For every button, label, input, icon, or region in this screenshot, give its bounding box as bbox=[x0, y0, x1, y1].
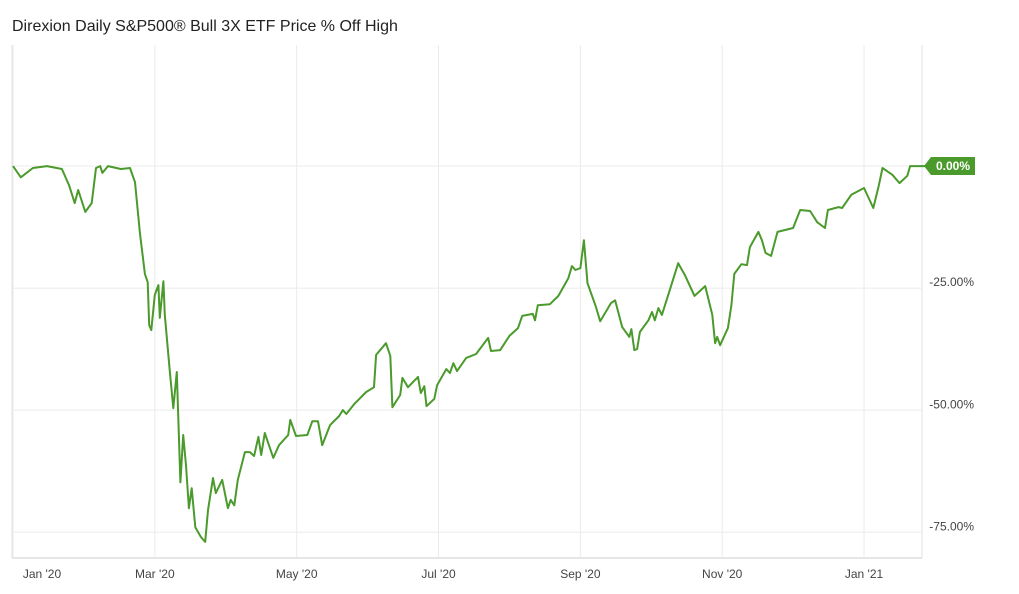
y-tick-label: -25.00% bbox=[929, 275, 974, 289]
x-tick-label: Jul '20 bbox=[421, 567, 456, 581]
x-tick-label: May '20 bbox=[276, 567, 318, 581]
current-value-badge bbox=[924, 157, 975, 176]
x-tick-label: Jan '21 bbox=[845, 567, 884, 581]
y-tick-label: -50.00% bbox=[929, 397, 974, 411]
x-tick-label: Mar '20 bbox=[135, 567, 175, 581]
y-tick-label: -75.00% bbox=[929, 519, 974, 533]
x-tick-label: Nov '20 bbox=[702, 567, 743, 581]
chart-title: Direxion Daily S&P500® Bull 3X ETF Price… bbox=[12, 18, 398, 35]
series-line bbox=[12, 165, 930, 543]
x-tick-label: Jan '20 bbox=[23, 567, 62, 581]
y-tick-label: 0.00% bbox=[936, 159, 970, 173]
x-tick-label: Sep '20 bbox=[560, 567, 601, 581]
